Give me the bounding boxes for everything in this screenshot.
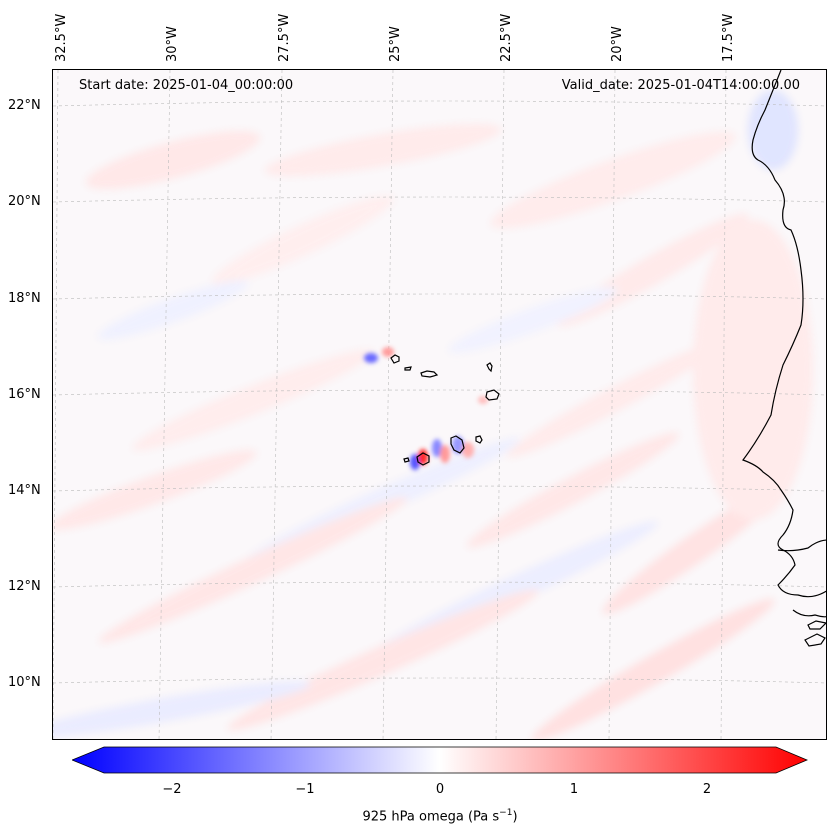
start-date-label: Start date: 2025-01-04_00:00:00 bbox=[79, 78, 294, 93]
lon-label-17-5w: 17.5°W bbox=[721, 13, 736, 62]
omega-field bbox=[53, 90, 813, 739]
colorbar-tick-neg2: −2 bbox=[162, 782, 182, 797]
colorbar-label-close: ) bbox=[512, 809, 518, 825]
lat-label-18n: 18°N bbox=[8, 291, 41, 306]
colorbar-label-main: 925 hPa omega (Pa s bbox=[362, 809, 500, 825]
lat-label-14n: 14°N bbox=[8, 483, 41, 498]
colorbar-tick-2: 2 bbox=[702, 782, 712, 797]
lat-label-12n: 12°N bbox=[8, 579, 41, 594]
colorbar-tick-1: 1 bbox=[569, 782, 579, 797]
coastline bbox=[390, 70, 826, 647]
lon-label-20w: 20°W bbox=[610, 26, 625, 62]
lon-label-32-5w: 32.5°W bbox=[54, 13, 69, 62]
map-canvas bbox=[53, 70, 826, 739]
colorbar-label-exp: −1 bbox=[499, 808, 513, 818]
colorbar-label: 925 hPa omega (Pa s−1) bbox=[362, 808, 517, 824]
colorbar bbox=[72, 746, 808, 774]
graticule bbox=[53, 70, 826, 739]
lat-label-22n: 22°N bbox=[8, 98, 41, 113]
lat-label-16n: 16°N bbox=[8, 387, 41, 402]
valid-date-label: Valid_date: 2025-01-04T14:00:00.00 bbox=[561, 78, 800, 93]
lon-label-25w: 25°W bbox=[388, 26, 403, 62]
lat-label-10n: 10°N bbox=[8, 675, 41, 690]
lon-label-27-5w: 27.5°W bbox=[277, 13, 292, 62]
colorbar-tick-neg1: −1 bbox=[295, 782, 315, 797]
colorbar-gradient bbox=[72, 746, 808, 774]
island-omega-features bbox=[364, 347, 488, 470]
map-panel[interactable] bbox=[52, 69, 827, 740]
lon-label-22-5w: 22.5°W bbox=[499, 13, 514, 62]
lon-label-30w: 30°W bbox=[165, 26, 180, 62]
lat-label-20n: 20°N bbox=[8, 194, 41, 209]
colorbar-tick-0: 0 bbox=[435, 782, 445, 797]
